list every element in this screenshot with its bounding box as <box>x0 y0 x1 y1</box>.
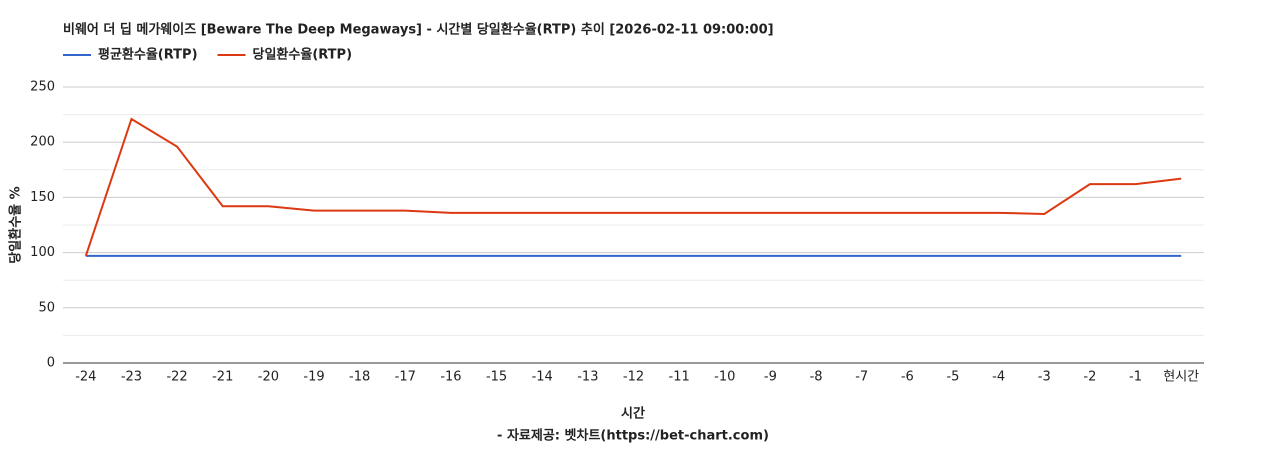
x-tick-label: -17 <box>395 370 416 385</box>
y-tick-label: 150 <box>30 190 55 205</box>
source: - 자료제공: 벳차트(https://bet-chart.com) <box>497 428 769 444</box>
x-axis-label: 시간 <box>621 406 645 422</box>
x-tick-label: -14 <box>532 370 553 385</box>
y-axis-label: 당일환수율 % <box>8 186 24 263</box>
x-tick-label: -7 <box>855 370 868 385</box>
y-tick-label: 50 <box>38 300 55 315</box>
x-tick-label: -23 <box>121 370 142 385</box>
legend-label: 당일환수율(RTP) <box>253 47 353 63</box>
series-line <box>84 117 1182 257</box>
x-tick-label: -11 <box>669 370 690 385</box>
x-tick-label: 현시간 <box>1163 370 1199 385</box>
x-tick-label: -9 <box>764 370 777 385</box>
x-tick-label: -19 <box>303 370 324 385</box>
x-tick-label: -5 <box>946 370 959 385</box>
x-tick-label: -12 <box>623 370 644 385</box>
x-tick-label: -22 <box>166 370 187 385</box>
x-tick-label: -20 <box>258 370 279 385</box>
x-tick-label: -8 <box>810 370 823 385</box>
y-tick-label: 100 <box>30 245 55 260</box>
x-tick-label: -16 <box>440 370 461 385</box>
x-tick-label: -13 <box>577 370 598 385</box>
chart-title: 비웨어 더 딥 메가웨이즈 [Beware The Deep Megaways]… <box>63 22 774 38</box>
y-tick-label: 250 <box>30 80 55 95</box>
x-tick-label: -15 <box>486 370 507 385</box>
y-tick-label: 200 <box>30 135 55 150</box>
x-tick-label: -24 <box>75 370 96 385</box>
x-tick-label: -3 <box>1038 370 1051 385</box>
x-tick-label: -18 <box>349 370 370 385</box>
legend-label: 평균환수율(RTP) <box>98 47 198 63</box>
x-tick-label: -4 <box>992 370 1005 385</box>
y-tick-label: 0 <box>47 356 55 371</box>
x-tick-label: -1 <box>1129 370 1142 385</box>
x-tick-label: -10 <box>714 370 735 385</box>
x-tick-label: -6 <box>901 370 914 385</box>
x-tick-label: -21 <box>212 370 233 385</box>
x-tick-label: -2 <box>1083 370 1096 385</box>
